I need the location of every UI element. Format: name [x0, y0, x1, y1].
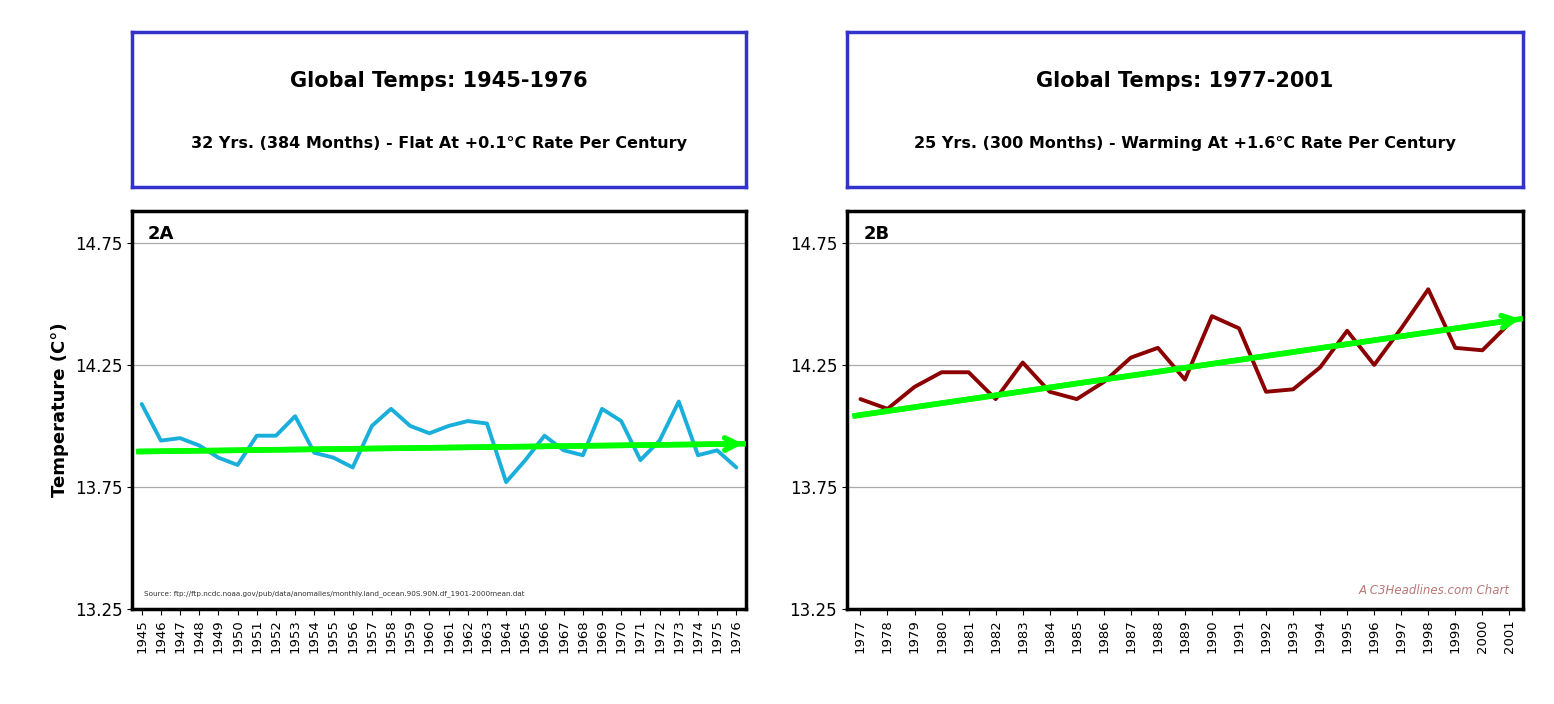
- Text: Global Temps: 1945-1976: Global Temps: 1945-1976: [291, 71, 587, 92]
- Text: 2B: 2B: [864, 225, 890, 243]
- Text: Global Temps: 1977-2001: Global Temps: 1977-2001: [1037, 71, 1333, 92]
- Text: 25 Yrs. (300 Months) - Warming At +1.6°C Rate Per Century: 25 Yrs. (300 Months) - Warming At +1.6°C…: [914, 136, 1456, 151]
- Text: 32 Yrs. (384 Months) - Flat At +0.1°C Rate Per Century: 32 Yrs. (384 Months) - Flat At +0.1°C Ra…: [191, 136, 687, 151]
- Text: Source: ftp://ftp.ncdc.noaa.gov/pub/data/anomalies/monthly.land_ocean.90S.90N.df: Source: ftp://ftp.ncdc.noaa.gov/pub/data…: [145, 590, 525, 597]
- Y-axis label: Temperature (C°): Temperature (C°): [51, 322, 70, 498]
- Text: 2A: 2A: [148, 225, 174, 243]
- Text: A C3Headlines.com Chart: A C3Headlines.com Chart: [1358, 584, 1509, 597]
